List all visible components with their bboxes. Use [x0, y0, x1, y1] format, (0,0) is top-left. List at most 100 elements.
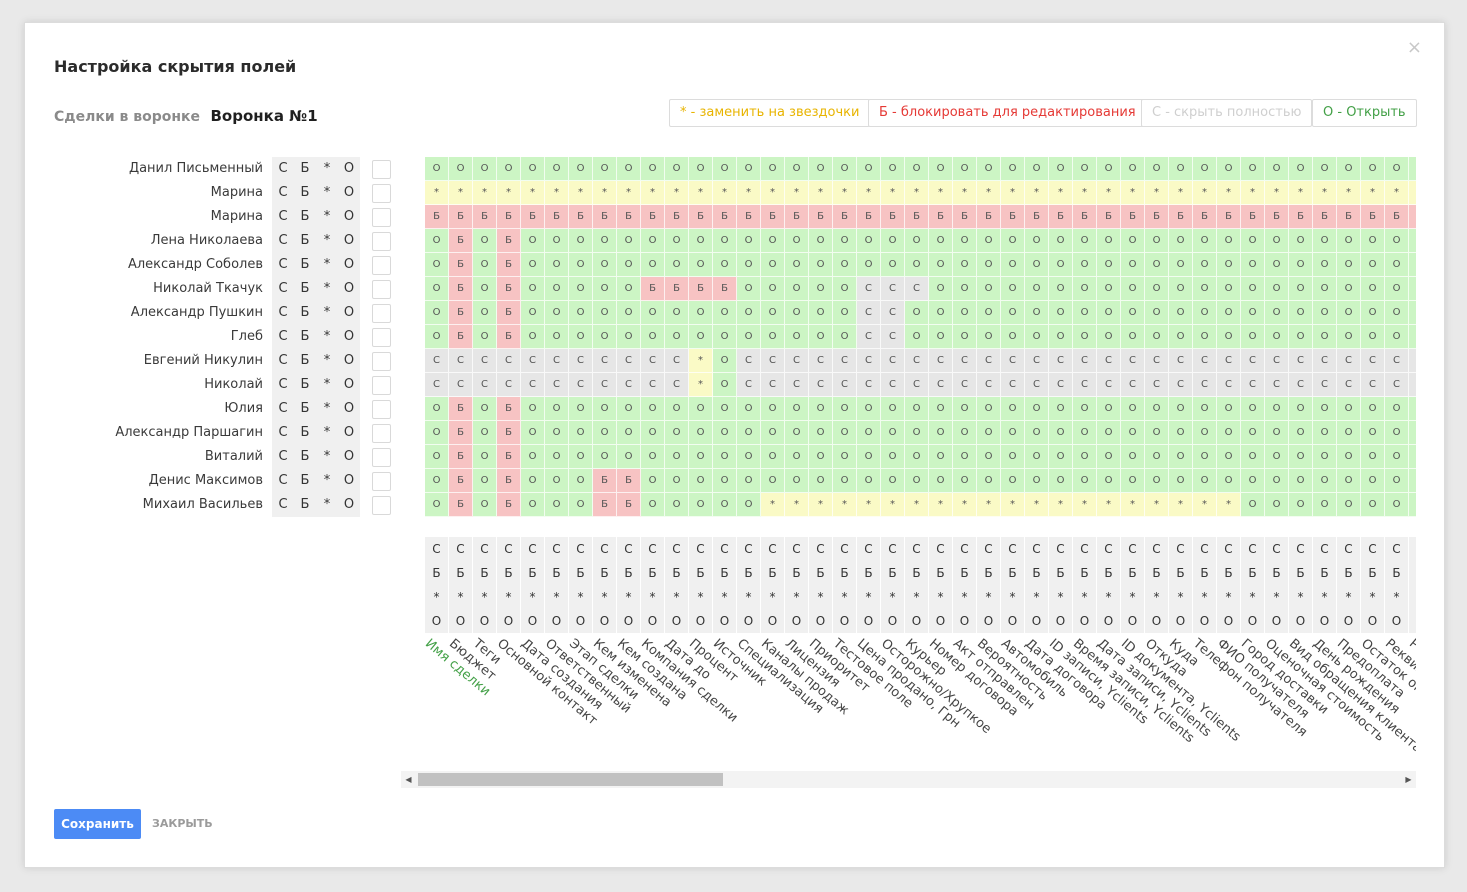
permission-cell[interactable]: О — [617, 157, 641, 181]
column-open-button[interactable]: О — [719, 614, 730, 628]
permission-cell[interactable]: О — [1337, 493, 1361, 517]
column-star-button[interactable]: * — [1105, 590, 1112, 604]
permission-cell[interactable]: * — [929, 181, 953, 205]
row-checkbox[interactable] — [372, 448, 391, 467]
permission-cell[interactable]: О — [1289, 157, 1313, 181]
row-hide-button[interactable]: С — [278, 185, 288, 200]
permission-cell[interactable]: * — [689, 181, 713, 205]
permission-cell[interactable]: О — [1265, 469, 1289, 493]
permission-cell[interactable]: О — [1385, 253, 1409, 277]
permission-cell[interactable]: О — [1241, 277, 1265, 301]
row-checkbox[interactable] — [372, 424, 391, 443]
permission-cell[interactable]: О — [713, 157, 737, 181]
permission-cell[interactable]: О — [1001, 469, 1025, 493]
permission-cell[interactable]: О — [953, 157, 977, 181]
permission-cell[interactable]: О — [545, 493, 569, 517]
permission-cell[interactable]: О — [545, 229, 569, 253]
row-star-button[interactable]: * — [323, 377, 331, 392]
column-star-button[interactable]: * — [1297, 590, 1304, 604]
row-open-button[interactable]: О — [343, 185, 355, 200]
column-star-button[interactable]: * — [913, 590, 920, 604]
permission-cell[interactable]: С — [1049, 349, 1073, 373]
permission-cell[interactable]: * — [1385, 181, 1409, 205]
permission-cell[interactable]: О — [1169, 253, 1193, 277]
permission-cell[interactable]: О — [905, 445, 929, 469]
permission-cell[interactable]: С — [497, 373, 521, 397]
permission-cell[interactable]: Б — [593, 469, 617, 493]
row-checkbox[interactable] — [372, 304, 391, 323]
column-open-button[interactable]: О — [1343, 614, 1354, 628]
permission-cell[interactable]: О — [521, 277, 545, 301]
permission-cell[interactable]: Б — [1169, 205, 1193, 229]
permission-cell[interactable]: О — [809, 325, 833, 349]
row-open-button[interactable]: О — [343, 377, 355, 392]
permission-cell[interactable]: О — [689, 493, 713, 517]
permission-cell[interactable]: О — [1241, 445, 1265, 469]
permission-cell[interactable]: О — [593, 157, 617, 181]
permission-cell[interactable]: О — [929, 229, 953, 253]
permission-cell[interactable]: С — [905, 277, 929, 301]
permission-cell[interactable]: О — [809, 253, 833, 277]
permission-cell[interactable]: * — [1361, 181, 1385, 205]
column-open-button[interactable]: О — [767, 614, 778, 628]
permission-cell[interactable]: О — [545, 469, 569, 493]
save-button[interactable]: Сохранить — [54, 809, 141, 839]
permission-cell[interactable]: О — [1073, 445, 1097, 469]
permission-cell[interactable]: Б — [449, 229, 473, 253]
row-hide-button[interactable]: С — [278, 161, 288, 176]
permission-cell[interactable]: О — [665, 229, 689, 253]
permission-cell[interactable]: О — [713, 253, 737, 277]
permission-cell[interactable]: О — [473, 229, 497, 253]
column-open-button[interactable]: О — [1151, 614, 1162, 628]
permission-cell[interactable]: Б — [953, 205, 977, 229]
permission-cell[interactable]: О — [809, 157, 833, 181]
permission-cell[interactable]: С — [977, 349, 1001, 373]
permission-cell[interactable]: О — [857, 157, 881, 181]
permission-cell[interactable]: О — [1337, 253, 1361, 277]
permission-cell[interactable]: О — [1217, 469, 1241, 493]
permission-cell[interactable]: О — [521, 493, 545, 517]
permission-cell[interactable]: О — [497, 157, 521, 181]
row-star-button[interactable]: * — [323, 185, 331, 200]
permission-cell[interactable]: * — [641, 181, 665, 205]
permission-cell[interactable]: О — [521, 157, 545, 181]
permission-cell[interactable]: * — [881, 181, 905, 205]
permission-cell[interactable]: О — [569, 301, 593, 325]
permission-cell[interactable]: О — [1097, 421, 1121, 445]
permission-cell[interactable]: О — [713, 301, 737, 325]
row-checkbox[interactable] — [372, 400, 391, 419]
permission-cell[interactable]: О — [737, 277, 761, 301]
permission-cell[interactable]: О — [713, 469, 737, 493]
permission-cell[interactable]: О — [761, 325, 785, 349]
permission-cell[interactable]: О — [737, 229, 761, 253]
permission-cell[interactable]: О — [1241, 229, 1265, 253]
row-block-button[interactable]: Б — [300, 353, 310, 368]
permission-cell[interactable]: С — [1145, 373, 1169, 397]
column-hide-button[interactable]: С — [696, 542, 705, 556]
permission-cell[interactable]: О — [1217, 157, 1241, 181]
permission-cell[interactable]: О — [929, 469, 953, 493]
permission-cell[interactable]: О — [881, 253, 905, 277]
column-block-button[interactable]: Б — [960, 566, 969, 580]
row-hide-button[interactable]: С — [278, 377, 288, 392]
permission-cell[interactable]: Б — [449, 397, 473, 421]
column-star-button[interactable]: * — [1409, 585, 1416, 609]
permission-cell[interactable]: О — [473, 301, 497, 325]
permission-cell[interactable]: С — [545, 373, 569, 397]
row-open-button[interactable]: О — [343, 161, 355, 176]
column-hide-button[interactable]: С — [600, 542, 609, 556]
column-star-button[interactable]: * — [625, 590, 632, 604]
legend-star-button[interactable]: * - заменить на звездочки — [669, 99, 871, 127]
permission-cell[interactable]: * — [977, 181, 1001, 205]
column-hide-button[interactable]: С — [936, 542, 945, 556]
permission-cell[interactable]: О — [761, 253, 785, 277]
column-open-button[interactable]: О — [671, 614, 682, 628]
permission-cell[interactable]: О — [1265, 445, 1289, 469]
permission-cell[interactable]: О — [1121, 157, 1145, 181]
permission-cell[interactable]: О — [1193, 157, 1217, 181]
permission-cell[interactable]: О — [641, 469, 665, 493]
permission-cell[interactable]: * — [1241, 181, 1265, 205]
permission-cell[interactable]: С — [1337, 373, 1361, 397]
permission-cell[interactable]: С — [857, 325, 881, 349]
permission-cell[interactable]: О — [617, 253, 641, 277]
